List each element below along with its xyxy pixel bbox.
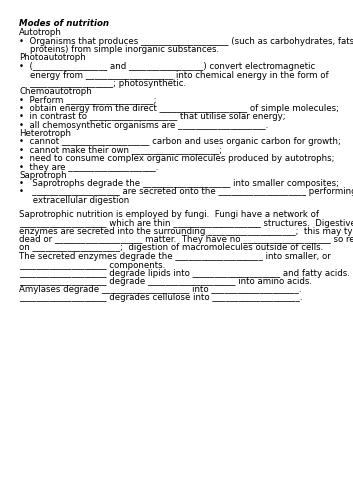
Text: Saprotrophic nutrition is employed by fungi.  Fungi have a network of: Saprotrophic nutrition is employed by fu… bbox=[19, 210, 319, 219]
Text: •  cannot ____________________ carbon and uses organic carbon for growth;: • cannot ____________________ carbon and… bbox=[19, 138, 341, 146]
Text: •  Organisms that produces ____________________ (such as carbohydrates, fats, an: • Organisms that produces ______________… bbox=[19, 37, 353, 46]
Text: ___________________; photosynthetic.: ___________________; photosynthetic. bbox=[19, 78, 186, 88]
Text: ____________________ degrade ____________________ into amino acids.: ____________________ degrade ___________… bbox=[19, 277, 312, 286]
Text: ____________________ degrade lipids into ____________________ and fatty acids.: ____________________ degrade lipids into… bbox=[19, 268, 350, 278]
Text: Autotroph: Autotroph bbox=[19, 28, 62, 37]
Text: Chemoautotroph: Chemoautotroph bbox=[19, 87, 92, 96]
Text: Modes of nutrition: Modes of nutrition bbox=[19, 19, 109, 28]
Text: ____________________ components.: ____________________ components. bbox=[19, 260, 166, 270]
Text: •  all chemosynthetic organisms are ____________________.: • all chemosynthetic organisms are _____… bbox=[19, 120, 269, 130]
Text: •  in contrast to ____________________ that utilise solar energy;: • in contrast to ____________________ th… bbox=[19, 112, 286, 121]
Text: •  obtain energy from the direct ____________________ of simple molecules;: • obtain energy from the direct ________… bbox=[19, 104, 340, 113]
Text: proteins) from simple inorganic substances.: proteins) from simple inorganic substanc… bbox=[19, 45, 220, 54]
Text: •  cannot make their own ____________________;: • cannot make their own ________________… bbox=[19, 146, 222, 154]
Text: energy from ____________________ into chemical energy in the form of: energy from ____________________ into ch… bbox=[19, 70, 329, 80]
Text: on ____________________;  digestion of macromolecules outside of cells.: on ____________________; digestion of ma… bbox=[19, 244, 324, 252]
Text: extracellular digestion: extracellular digestion bbox=[19, 196, 130, 205]
Text: The secreted enzymes degrade the ____________________ into smaller, or: The secreted enzymes degrade the _______… bbox=[19, 252, 331, 261]
Text: Heterotroph: Heterotroph bbox=[19, 129, 71, 138]
Text: •   ____________________ are secreted onto the ____________________ performing: • ____________________ are secreted onto… bbox=[19, 188, 353, 196]
Text: •  need to consume complex organic molecules produced by autotrophs;: • need to consume complex organic molecu… bbox=[19, 154, 335, 163]
Text: •  they are ____________________.: • they are ____________________. bbox=[19, 162, 159, 172]
Text: Amylases degrade ____________________ into ____________________.: Amylases degrade ____________________ in… bbox=[19, 286, 302, 294]
Text: ____________________ degrades cellulose into ____________________.: ____________________ degrades cellulose … bbox=[19, 294, 303, 302]
Text: Photoautotroph: Photoautotroph bbox=[19, 54, 86, 62]
Text: •  (_________________ and _________________) convert electromagnetic: • (_________________ and _______________… bbox=[19, 62, 316, 71]
Text: Saprotroph: Saprotroph bbox=[19, 171, 67, 180]
Text: dead or ____________________ matter.  They have no ____________________ so rely: dead or ____________________ matter. The… bbox=[19, 235, 353, 244]
Text: enzymes are secreted into the surrounding ____________________;  this may typica: enzymes are secreted into the surroundin… bbox=[19, 227, 353, 236]
Text: •   Saprotrophs degrade the ____________________ into smaller composites;: • Saprotrophs degrade the ______________… bbox=[19, 180, 340, 188]
Text: •  Perform ____________________;: • Perform ____________________; bbox=[19, 96, 157, 104]
Text: ____________________ which are thin ____________________ structures.  Digestive: ____________________ which are thin ____… bbox=[19, 218, 353, 228]
